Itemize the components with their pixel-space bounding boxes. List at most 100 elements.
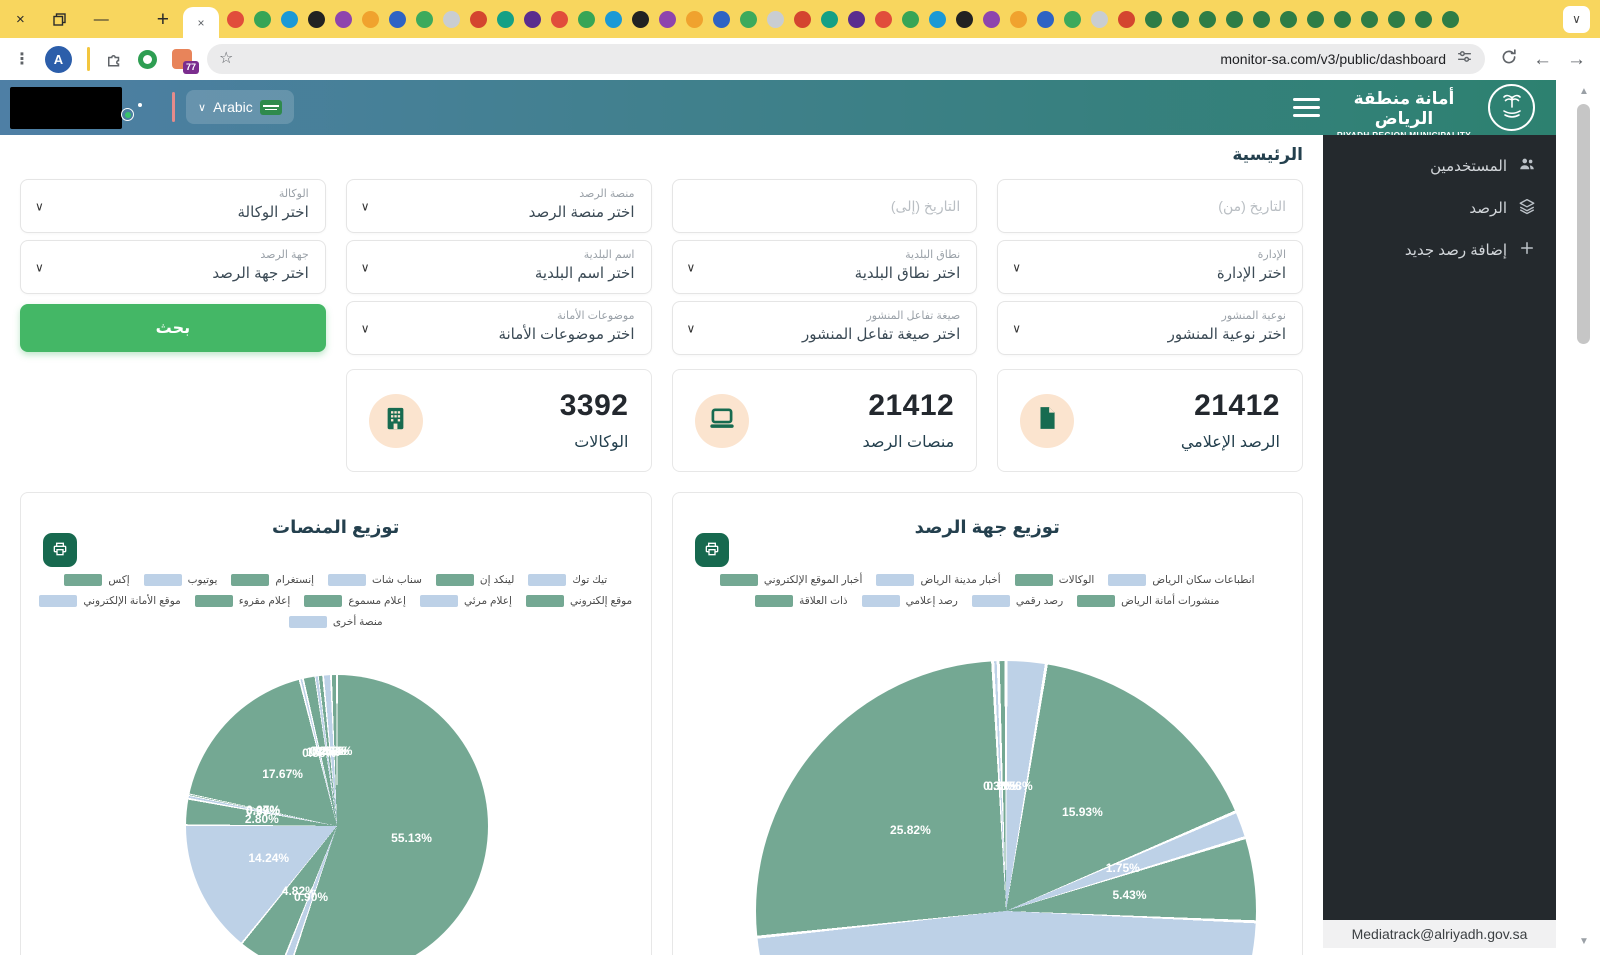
legend-item[interactable]: منشورات أمانة الرياض <box>1077 595 1219 607</box>
tab-favicon[interactable] <box>767 10 785 28</box>
url-text[interactable]: monitor-sa.com/v3/public/dashboard <box>1220 51 1446 67</box>
tab-favicon[interactable] <box>1010 10 1028 28</box>
tab-favicon[interactable] <box>632 10 650 28</box>
scrollbar-up-arrow[interactable]: ▲ <box>1579 86 1589 97</box>
legend-item[interactable]: أخبار الموقع الإلكتروني <box>719 574 862 586</box>
scrollbar-thumb[interactable] <box>1577 104 1590 344</box>
url-bar[interactable]: ☆ monitor-sa.com/v3/public/dashboard <box>207 44 1485 74</box>
tab-favicon[interactable] <box>983 10 1001 28</box>
legend-item[interactable]: ذات العلاقة <box>755 595 848 607</box>
tab-favicon[interactable] <box>524 10 542 28</box>
legend-item[interactable]: لينكد إن <box>435 574 514 586</box>
search-button[interactable]: بحث <box>20 304 326 352</box>
active-tab[interactable]: × <box>183 7 220 38</box>
legend-item[interactable]: أخبار مدينة الرياض <box>876 574 1001 586</box>
legend-item[interactable]: سناب شات <box>328 574 422 586</box>
tab-favicon[interactable] <box>470 10 488 28</box>
tab-favicon[interactable] <box>794 10 812 28</box>
window-close-button[interactable]: × <box>16 10 25 28</box>
filter-monitoring-entity[interactable]: جهة الرصد اختر جهة الرصد ∨ <box>20 240 326 294</box>
tab-favicon[interactable] <box>1226 10 1244 28</box>
legend-item[interactable]: إعلام مرئي <box>419 595 512 607</box>
tab-close-icon[interactable]: × <box>197 15 205 30</box>
tab-favicon[interactable] <box>1145 10 1163 28</box>
window-restore-icon[interactable] <box>53 12 66 26</box>
tab-favicon[interactable] <box>1064 10 1082 28</box>
legend-item[interactable]: يوتيوب <box>143 574 217 586</box>
legend-item[interactable]: إعلام مقروء <box>194 595 290 607</box>
legend-item[interactable]: موقع إلكتروني <box>525 595 632 607</box>
tab-favicon[interactable] <box>956 10 974 28</box>
tab-favicon[interactable] <box>389 10 407 28</box>
legend-item[interactable]: إكس <box>64 574 130 586</box>
forward-button[interactable]: → <box>1567 48 1586 70</box>
tab-favicon[interactable] <box>740 10 758 28</box>
legend-item[interactable]: منصة أخرى <box>288 616 383 628</box>
bookmark-star-icon[interactable]: ☆ <box>219 50 234 67</box>
extensions-puzzle-icon[interactable] <box>105 50 123 68</box>
legend-item[interactable]: رصد إعلامي <box>861 595 958 607</box>
site-settings-icon[interactable] <box>1456 48 1473 70</box>
back-button[interactable]: ← <box>1533 48 1552 70</box>
page-scrollbar[interactable]: ▲ ▼ <box>1556 80 1600 955</box>
filter-post-type[interactable]: نوعية المنشور اختر نوعية المنشور ∨ <box>997 301 1303 355</box>
language-selector[interactable]: ∨ Arabic <box>186 90 294 124</box>
tab-favicon[interactable] <box>929 10 947 28</box>
tab-favicon[interactable] <box>1199 10 1217 28</box>
filter-date-from[interactable]: التاريخ (من) <box>997 179 1303 233</box>
tab-favicon[interactable] <box>875 10 893 28</box>
legend-item[interactable]: إنستغرام <box>231 574 314 586</box>
filter-post-interaction[interactable]: صيغة تفاعل المنشور اختر صيغة تفاعل المنشو… <box>671 301 978 355</box>
extension-icon-green[interactable] <box>138 49 157 69</box>
sidebar-item-users[interactable]: المستخدمين <box>1323 145 1556 187</box>
filter-platform[interactable]: منصة الرصد اختر منصة الرصد ∨ <box>345 179 652 233</box>
tab-favicon[interactable] <box>227 10 245 28</box>
legend-item[interactable]: الوكالات <box>1014 574 1094 586</box>
tab-favicon[interactable] <box>1334 10 1352 28</box>
filter-agency[interactable]: الوكالة اختر الوكالة ∨ <box>20 179 326 233</box>
tab-favicon[interactable] <box>335 10 353 28</box>
tab-favicon[interactable] <box>362 10 380 28</box>
extension-icon-badged[interactable]: 77 <box>172 49 199 74</box>
tab-favicon[interactable] <box>308 10 326 28</box>
tab-favicon[interactable] <box>659 10 677 28</box>
tab-favicon[interactable] <box>497 10 515 28</box>
kebab-menu-icon[interactable]: ⋮ <box>14 51 30 68</box>
tab-favicon[interactable] <box>1388 10 1406 28</box>
tab-favicon[interactable] <box>1037 10 1055 28</box>
tab-favicon[interactable] <box>281 10 299 28</box>
tab-favicon[interactable] <box>848 10 866 28</box>
window-minimize-button[interactable]: — <box>93 10 109 28</box>
filter-amanah-topics[interactable]: موضوعات الأمانة اختر موضوعات الأمانة ∨ <box>345 301 652 355</box>
tab-favicon[interactable] <box>1307 10 1325 28</box>
new-tab-button[interactable]: + <box>156 7 170 31</box>
tabs-overflow-button[interactable]: ∨ <box>1563 5 1590 33</box>
tab-favicon[interactable] <box>713 10 731 28</box>
tab-favicon[interactable] <box>821 10 839 28</box>
tab-favicon[interactable] <box>254 10 272 28</box>
hamburger-menu-button[interactable] <box>1293 98 1320 122</box>
legend-item[interactable]: تيك توك <box>528 574 607 586</box>
filter-municipality-scope[interactable]: نطاق البلدية اختر نطاق البلدية ∨ <box>671 240 978 294</box>
legend-item[interactable]: موقع الأمانة الإلكتروني <box>39 595 181 607</box>
sidebar-item-monitoring[interactable]: الرصد <box>1323 187 1556 229</box>
sidebar-item-add-monitoring[interactable]: إضافة رصد جديد <box>1323 229 1556 271</box>
tab-favicon[interactable] <box>1172 10 1190 28</box>
filter-date-to[interactable]: التاريخ (إلى) <box>671 179 978 233</box>
tab-favicon[interactable] <box>1415 10 1433 28</box>
tab-favicon[interactable] <box>1118 10 1136 28</box>
tab-favicon[interactable] <box>686 10 704 28</box>
tab-favicon[interactable] <box>1091 10 1109 28</box>
tab-favicon[interactable] <box>1280 10 1298 28</box>
tab-favicon[interactable] <box>1253 10 1271 28</box>
tab-favicon[interactable] <box>551 10 569 28</box>
legend-item[interactable]: انطباعات سكان الرياض <box>1108 574 1255 586</box>
print-button[interactable] <box>694 533 729 567</box>
print-button[interactable] <box>43 533 77 567</box>
scrollbar-down-arrow[interactable]: ▼ <box>1579 936 1589 947</box>
tab-favicon[interactable] <box>443 10 461 28</box>
tab-favicon[interactable] <box>416 10 434 28</box>
legend-item[interactable]: رصد رقمي <box>971 595 1063 607</box>
tab-favicon[interactable] <box>605 10 623 28</box>
legend-item[interactable]: إعلام مسموع <box>304 595 406 607</box>
